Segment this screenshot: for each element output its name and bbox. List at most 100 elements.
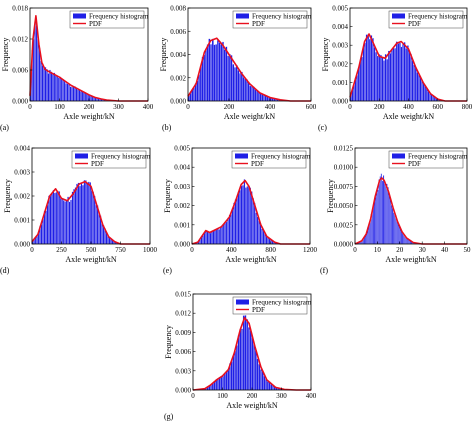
histogram-bar	[389, 198, 391, 245]
histogram-bar	[365, 34, 368, 102]
histogram-bar	[234, 199, 237, 245]
histogram-bar	[214, 229, 216, 245]
histogram-bar	[390, 205, 393, 245]
histogram-bar	[41, 65, 44, 102]
histogram-bar	[378, 179, 380, 245]
legend-histogram-swatch	[73, 13, 86, 19]
panel-label: (e)	[163, 266, 172, 275]
y-tick-label: 0.000	[332, 98, 348, 106]
y-tick-label: 0.004	[332, 23, 348, 31]
histogram-bar	[259, 93, 262, 102]
histogram-bar	[384, 53, 387, 102]
y-tick-label: 0.0100	[334, 164, 354, 172]
histogram-bar	[362, 46, 365, 102]
histogram-bar	[49, 195, 52, 245]
histogram-bar	[87, 181, 90, 245]
pdf-curve	[192, 316, 311, 391]
histogram-bar	[367, 34, 370, 102]
x-tick-label: 0	[348, 103, 352, 111]
x-tick-label: 300	[276, 392, 287, 400]
histogram-bar	[383, 60, 385, 102]
histogram-bar	[381, 56, 384, 102]
histogram-bar	[43, 67, 45, 102]
histogram-bar	[56, 190, 59, 245]
histogram-bar	[40, 224, 43, 245]
histogram-bar	[75, 87, 78, 102]
histogram-bar	[368, 38, 371, 102]
histogram-bar	[387, 50, 390, 102]
histogram-bar	[77, 89, 79, 102]
histogram-bar	[228, 214, 231, 245]
histogram-bar	[247, 327, 250, 391]
histogram-bars	[29, 21, 119, 102]
histogram-bar	[227, 369, 230, 391]
histogram-bar	[62, 200, 65, 245]
x-tick-label: 20	[396, 246, 404, 254]
histogram-bar	[266, 381, 269, 391]
y-tick-label: 0.000	[175, 387, 191, 395]
x-tick-label: 500	[86, 246, 97, 254]
y-axis-label: Frequency	[321, 38, 330, 72]
y-tick-label: 0.000	[14, 241, 30, 249]
histogram-bar	[247, 185, 250, 245]
y-axis-label: Frequency	[1, 38, 10, 72]
legend-pdf-label: PDF	[408, 160, 421, 168]
plot-frame	[354, 147, 468, 245]
chart-panel-g: 0 100 200 300 400 0.000 0.003 0.006 0.009 0.012 0.…	[164, 291, 317, 421]
histogram-bar	[242, 315, 245, 391]
y-tick-label: 0.005	[174, 145, 190, 153]
histogram-bar	[80, 91, 82, 102]
histogram-bar	[389, 53, 392, 102]
histogram-bar	[416, 72, 419, 102]
histogram-bar	[230, 55, 233, 102]
histogram-bar	[58, 191, 61, 245]
panel-label: (b)	[162, 123, 172, 132]
histogram-bar	[236, 196, 238, 245]
histogram-bar	[375, 51, 378, 102]
histogram-bar	[227, 217, 229, 245]
histogram-bar	[232, 355, 235, 391]
x-tick-label: 0	[190, 246, 194, 254]
histogram-bar	[209, 232, 212, 245]
histogram-bar	[223, 372, 226, 391]
histogram-bar	[72, 86, 75, 102]
x-axis-label: Axle weight/kN	[225, 255, 277, 264]
histogram-bar	[55, 191, 58, 245]
histogram-bar	[235, 345, 238, 391]
histogram-bar	[378, 54, 381, 102]
legend-pdf-label: PDF	[408, 20, 421, 28]
x-tick-label: 30	[419, 246, 427, 254]
legend-histogram-label: Frequency histogram	[251, 153, 311, 161]
histogram-bar	[49, 69, 51, 102]
histogram-bar	[403, 42, 406, 102]
histogram-bar	[246, 186, 249, 245]
x-axis-label: Axle weight/kN	[226, 401, 278, 410]
y-tick-label: 0.004	[170, 51, 186, 59]
x-tick-label: 800	[265, 246, 276, 254]
histogram-bar	[98, 213, 100, 245]
legend-box	[388, 10, 464, 29]
histogram-bar	[230, 214, 232, 245]
y-axis-label: Frequency	[159, 38, 168, 72]
histogram-bar	[244, 187, 247, 245]
panel-label: (c)	[318, 123, 327, 132]
histogram-bar	[247, 81, 250, 102]
chart-panel-f: 0 10 20 30 40 50 0.0000 0.0025 0.0050 0.0075 0.010…	[320, 145, 471, 276]
histogram-bar	[369, 221, 371, 245]
histogram-bar	[42, 218, 44, 245]
histogram-bar	[396, 220, 398, 245]
x-tick-label: 0	[353, 246, 357, 254]
histogram-bar	[419, 76, 422, 102]
histogram-bar	[219, 226, 222, 245]
legend-pdf-label: PDF	[89, 20, 102, 28]
histogram-bar	[258, 363, 261, 391]
legend-histogram-swatch	[392, 153, 405, 159]
x-tick-label: 250	[56, 246, 67, 254]
histogram-bar	[86, 182, 89, 245]
histogram-bar	[397, 223, 399, 245]
y-tick-label: 0.003	[174, 183, 190, 191]
y-tick-label: 0.002	[14, 193, 30, 201]
histogram-bar	[228, 53, 231, 102]
